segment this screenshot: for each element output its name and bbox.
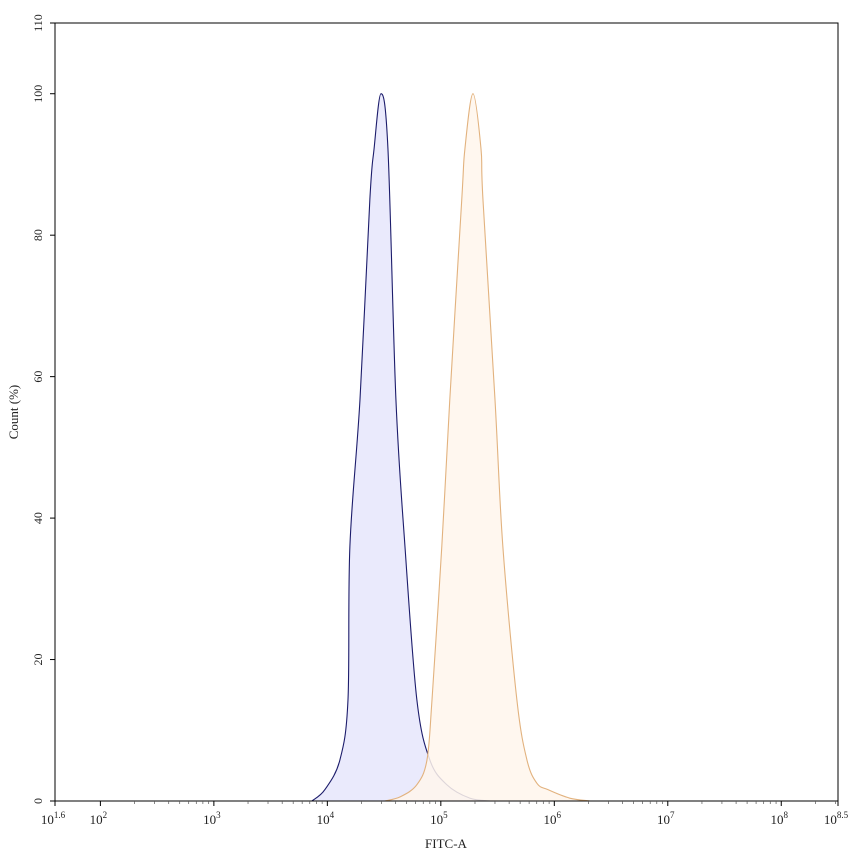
x-tick-label: 102 xyxy=(90,810,108,827)
y-tick-label: 100 xyxy=(31,85,45,103)
series-0-fill xyxy=(311,93,490,801)
series-1-line xyxy=(384,93,590,802)
series-1-fill xyxy=(384,93,590,801)
x-tick-label: 107 xyxy=(657,810,675,827)
y-tick-label: 80 xyxy=(31,229,45,241)
x-tick-label: 103 xyxy=(203,810,221,827)
x-tick-label: 105 xyxy=(430,810,448,827)
x-tick-label: 104 xyxy=(317,810,335,827)
x-axis: 101.6 102 103 104 105 106 107 108 108.5 xyxy=(41,801,849,827)
x-tick-label: 108.5 xyxy=(824,810,849,827)
x-tick-label: 106 xyxy=(544,810,562,827)
series-layer xyxy=(311,93,590,802)
x-tick-label: 108 xyxy=(771,810,789,827)
y-tick-label: 110 xyxy=(31,14,45,32)
y-tick-label: 40 xyxy=(31,512,45,524)
plot-frame xyxy=(54,22,839,802)
y-tick-label: 60 xyxy=(31,371,45,383)
x-axis-label: FITC-A xyxy=(425,836,468,851)
x-tick-label: 101.6 xyxy=(41,810,66,827)
y-tick-label: 0 xyxy=(31,798,45,804)
y-axis-label: Count (%) xyxy=(6,385,21,440)
y-tick-label: 20 xyxy=(31,654,45,666)
series-0-line xyxy=(311,93,491,802)
y-axis: 0 20 40 60 80 100 110 xyxy=(31,14,55,804)
